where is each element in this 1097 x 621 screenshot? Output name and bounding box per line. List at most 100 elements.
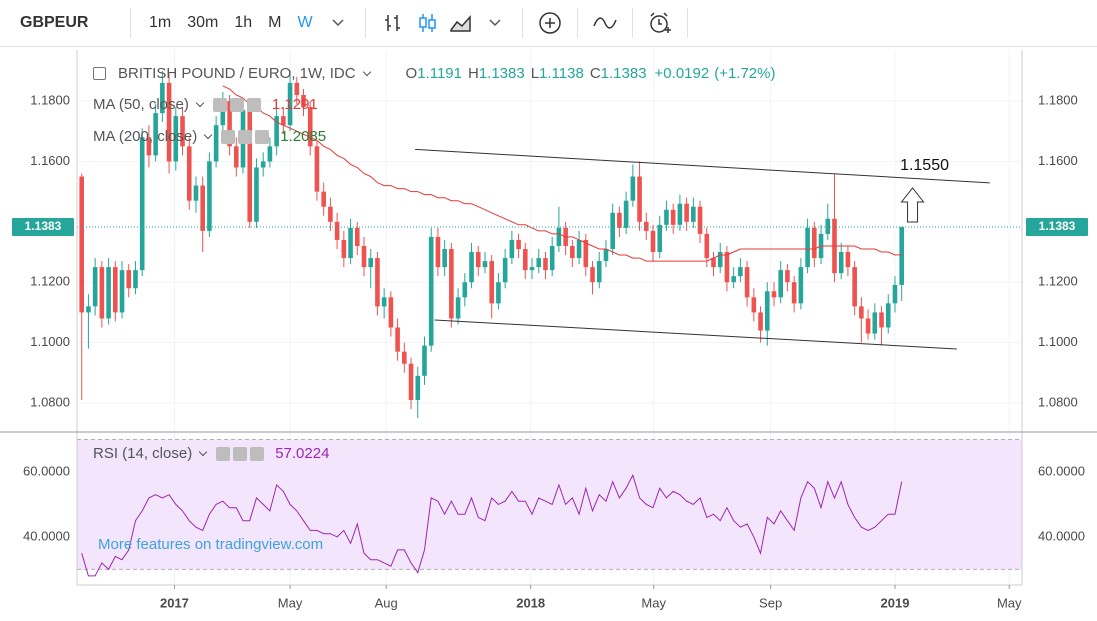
chevron[interactable] bbox=[195, 98, 205, 107]
interval-menu[interactable] bbox=[321, 8, 355, 38]
candle-body bbox=[859, 306, 864, 319]
remove-button[interactable] bbox=[250, 446, 265, 461]
remove-button[interactable] bbox=[255, 129, 270, 144]
ohlc-value: 1.1138 bbox=[539, 65, 584, 82]
axes bbox=[0, 50, 1097, 586]
indicators-button[interactable] bbox=[588, 8, 622, 38]
collapse-icon[interactable] bbox=[93, 67, 106, 80]
candle-body bbox=[785, 270, 790, 283]
candle-body bbox=[670, 209, 676, 225]
candle-body bbox=[791, 282, 797, 304]
candle-body bbox=[193, 185, 199, 201]
candle-body bbox=[576, 239, 582, 259]
candle-body bbox=[711, 258, 716, 268]
candle-body bbox=[307, 107, 313, 147]
y-tick-label: 1.1200 bbox=[1038, 274, 1078, 289]
ohlc-value: 1.1191 bbox=[417, 65, 462, 82]
candle-body bbox=[254, 167, 259, 222]
chevron-icon bbox=[489, 19, 501, 27]
bars-button[interactable] bbox=[376, 8, 410, 38]
settings-button[interactable] bbox=[238, 129, 253, 144]
candle-body bbox=[455, 297, 461, 319]
alert-button[interactable] bbox=[643, 8, 677, 38]
y-tick-label: 1.1800 bbox=[30, 92, 70, 107]
candle-body bbox=[496, 282, 501, 304]
candle-body bbox=[475, 252, 481, 268]
chevron[interactable] bbox=[198, 447, 208, 456]
x-tick-label: May bbox=[641, 595, 666, 610]
candle-body bbox=[570, 245, 575, 259]
candle-body bbox=[274, 116, 279, 147]
style-menu[interactable] bbox=[478, 8, 512, 38]
candle-body bbox=[798, 267, 804, 304]
candle-body bbox=[334, 221, 340, 240]
candle-body bbox=[166, 82, 172, 162]
candle-body bbox=[314, 146, 320, 192]
interval-button[interactable]: 1m bbox=[149, 14, 172, 31]
interval-button[interactable]: W bbox=[297, 14, 313, 31]
separator bbox=[631, 8, 633, 38]
candle-body bbox=[428, 236, 434, 346]
candle-body bbox=[617, 212, 622, 228]
y-tick-label: 1.1000 bbox=[30, 334, 70, 349]
candle-body bbox=[415, 375, 421, 400]
change-percent: (+1.72%) bbox=[714, 65, 776, 82]
candle-body bbox=[361, 245, 367, 268]
candle-body bbox=[220, 101, 226, 126]
candle-body bbox=[207, 161, 212, 231]
candle-body bbox=[328, 206, 333, 222]
area-button[interactable] bbox=[444, 8, 478, 38]
candle-body bbox=[281, 116, 286, 126]
candle-body bbox=[684, 203, 689, 222]
candle-body bbox=[139, 137, 145, 271]
candle-body bbox=[79, 176, 85, 313]
change: +0.0192 bbox=[654, 65, 710, 82]
candle-body bbox=[610, 212, 615, 250]
candle-body bbox=[516, 239, 521, 250]
indicator-value: 1.2085 bbox=[280, 128, 327, 145]
interval-button[interactable]: 30m bbox=[187, 14, 219, 31]
visibility-button[interactable] bbox=[212, 97, 227, 112]
candle-body bbox=[529, 267, 535, 271]
candle-body bbox=[731, 276, 736, 283]
candle-body bbox=[146, 137, 152, 156]
price-badge-label: 1.1383 bbox=[25, 219, 62, 233]
candle-body bbox=[375, 258, 380, 307]
candle-body bbox=[442, 249, 447, 268]
candle-body bbox=[664, 209, 669, 225]
indicator-name: MA (200, close) bbox=[93, 128, 198, 145]
compare-button[interactable] bbox=[533, 8, 567, 38]
visibility-button[interactable] bbox=[216, 446, 231, 461]
ma200-legend: MA (200, close) 1.2085 bbox=[93, 128, 326, 145]
chevron[interactable] bbox=[362, 67, 371, 76]
settings-button[interactable] bbox=[233, 446, 248, 461]
candles-button[interactable] bbox=[410, 8, 444, 38]
ohlc-label: O bbox=[405, 65, 418, 82]
annotation-text: 1.1550 bbox=[900, 157, 949, 174]
settings-button[interactable] bbox=[229, 97, 244, 112]
symbol[interactable]: GBPEUR bbox=[20, 14, 89, 31]
interval-button[interactable]: 1h bbox=[234, 14, 253, 31]
candle-body bbox=[267, 146, 273, 162]
candle-body bbox=[812, 227, 817, 259]
interval-button[interactable]: M bbox=[268, 14, 282, 31]
candle-body bbox=[381, 297, 387, 307]
plus-icon bbox=[538, 12, 561, 34]
candle-body bbox=[301, 94, 306, 108]
candle-body bbox=[677, 203, 683, 225]
watermark[interactable]: More features on tradingview.com bbox=[98, 536, 324, 553]
candle-body bbox=[86, 306, 91, 313]
candle-body bbox=[596, 261, 602, 283]
remove-button[interactable] bbox=[246, 97, 261, 112]
candle-body bbox=[173, 116, 179, 162]
candle-body bbox=[603, 249, 609, 262]
candle-body bbox=[180, 116, 185, 147]
ohlc-label: H bbox=[467, 65, 479, 82]
candle-body bbox=[523, 249, 528, 271]
visibility-button[interactable] bbox=[221, 129, 236, 144]
chevron[interactable] bbox=[203, 130, 213, 139]
candle-body bbox=[348, 227, 353, 259]
ma50-legend: MA (50, close) 1.1291 bbox=[93, 96, 318, 113]
